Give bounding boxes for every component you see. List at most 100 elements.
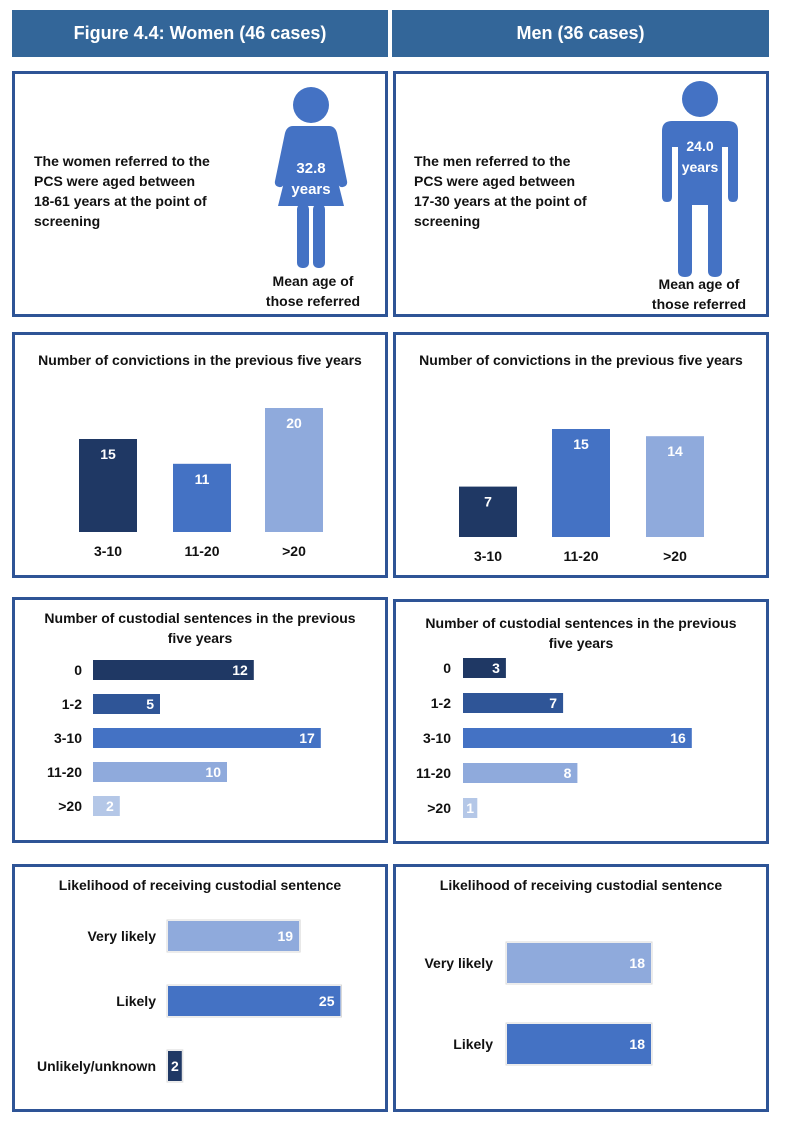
data-label: 16 xyxy=(670,730,686,746)
men-age-line-4: screening xyxy=(414,213,481,229)
men-custodial-panel: Number of custodial sentences in the pre… xyxy=(393,599,769,844)
category-label: Very likely xyxy=(424,955,493,971)
bar-outline xyxy=(166,1049,184,1083)
bar-Very likely xyxy=(507,943,651,983)
bar-3-10 xyxy=(463,728,692,748)
women-age-line-1: The women referred to the xyxy=(34,153,210,169)
men-mean-age-value: 24.0 xyxy=(686,138,713,154)
women-age-line-2: PCS were aged between xyxy=(34,173,196,189)
category-label: 3-10 xyxy=(423,730,451,746)
bar-outline xyxy=(505,941,653,985)
men-age-line-3: 17-30 years at the point of xyxy=(414,193,587,209)
bar-Likely xyxy=(168,986,341,1016)
data-label: 1 xyxy=(466,800,474,816)
data-label: 19 xyxy=(278,928,294,944)
category-label: 1-2 xyxy=(431,695,451,711)
category-label: 11-20 xyxy=(563,548,598,564)
women-header: Figure 4.4: Women (46 cases) xyxy=(12,10,388,57)
men-age-line-2: PCS were aged between xyxy=(414,173,576,189)
men-custodial-chart: 0 3 1-2 7 3-10 16 11-20 8 >20 1 xyxy=(416,658,692,818)
women-convictions-panel: Number of convictions in the previous fi… xyxy=(12,332,388,578)
data-label: 8 xyxy=(564,765,572,781)
women-custodial-title-line-2: five years xyxy=(167,630,233,646)
bar-0 xyxy=(463,658,506,678)
category-label: 3-10 xyxy=(54,730,82,746)
bar->20 xyxy=(265,408,323,532)
category-label: Unlikely/unknown xyxy=(37,1058,156,1074)
women-mean-age-unit: years xyxy=(291,181,330,198)
data-label: 2 xyxy=(171,1058,179,1074)
men-custodial-title-line-2: five years xyxy=(548,635,614,651)
women-likelihood-title: Likelihood of receiving custodial senten… xyxy=(58,877,342,893)
bar-Very likely xyxy=(168,921,300,951)
men-age-line-1: The men referred to the xyxy=(414,153,571,169)
bar-11-20 xyxy=(463,763,578,783)
men-header-title: Men (36 cases) xyxy=(516,23,645,43)
women-age-panel: The women referred to the PCS were aged … xyxy=(12,71,388,317)
men-custodial-title-line-1: Number of custodial sentences in the pre… xyxy=(425,615,737,631)
women-caption-line-2: those referred xyxy=(265,293,361,309)
category-label: 3-10 xyxy=(94,543,122,559)
men-convictions-chart: 7 3-10 15 11-20 14 >20 xyxy=(459,429,704,564)
category-label: 11-20 xyxy=(184,543,219,559)
women-convictions-chart: 15 3-10 11 11-20 20 >20 xyxy=(79,408,323,559)
data-label: 2 xyxy=(106,798,114,814)
bar-3-10 xyxy=(79,439,137,532)
bar-0 xyxy=(93,660,254,680)
bar-outline xyxy=(166,919,301,953)
bar-outline xyxy=(166,984,342,1018)
bar-1-2 xyxy=(93,694,160,714)
bar-outline xyxy=(505,1022,653,1066)
data-label: 20 xyxy=(286,415,302,431)
data-label: 17 xyxy=(299,730,315,746)
women-convictions-title: Number of convictions in the previous fi… xyxy=(38,352,362,368)
category-label: >20 xyxy=(58,798,82,814)
category-label: >20 xyxy=(282,543,306,559)
women-custodial-chart: 0 12 1-2 5 3-10 17 11-20 10 >20 2 xyxy=(47,660,321,816)
men-caption-line-1: Mean age of xyxy=(658,276,740,292)
men-convictions-panel: Number of convictions in the previous fi… xyxy=(393,332,769,578)
category-label: 1-2 xyxy=(62,696,82,712)
women-custodial-panel: Number of custodial sentences in the pre… xyxy=(12,597,388,843)
men-likelihood-title: Likelihood of receiving custodial senten… xyxy=(439,877,723,893)
data-label: 15 xyxy=(573,436,589,452)
women-age-description: The women referred to the PCS were aged … xyxy=(34,151,210,231)
data-label: 18 xyxy=(629,1036,645,1052)
bar-1-2 xyxy=(463,693,564,713)
women-age-caption: Mean age of those referred xyxy=(253,271,373,311)
man-figure-icon: 24.0 years xyxy=(662,81,738,277)
bar-3-10 xyxy=(93,728,321,748)
data-label: 3 xyxy=(492,660,500,676)
data-label: 18 xyxy=(629,955,645,971)
data-label: 7 xyxy=(484,494,492,510)
data-label: 12 xyxy=(232,662,248,678)
category-label: 3-10 xyxy=(474,548,502,564)
women-age-line-3: 18-61 years at the point of xyxy=(34,193,207,209)
category-label: Likely xyxy=(116,993,156,1009)
data-label: 10 xyxy=(205,764,221,780)
bar->20 xyxy=(463,798,478,818)
men-likelihood-chart: Very likely 18 Likely 18 xyxy=(424,941,653,1066)
data-label: 25 xyxy=(319,993,335,1009)
bar-3-10 xyxy=(459,486,517,537)
bar->20 xyxy=(93,796,120,816)
data-label: 14 xyxy=(667,443,683,459)
men-age-caption: Mean age of those referred xyxy=(639,274,759,314)
men-convictions-title: Number of convictions in the previous fi… xyxy=(419,352,743,368)
category-label: >20 xyxy=(663,548,687,564)
bar->20 xyxy=(646,436,704,537)
category-label: 0 xyxy=(443,660,451,676)
women-age-line-4: screening xyxy=(34,213,101,229)
men-mean-age-unit: years xyxy=(682,159,719,175)
data-label: 7 xyxy=(549,695,557,711)
men-age-description: The men referred to the PCS were aged be… xyxy=(414,151,587,231)
category-label: 11-20 xyxy=(47,764,82,780)
woman-figure-icon: 32.8 years xyxy=(274,87,348,268)
bar-Unlikely/unknown xyxy=(168,1051,182,1081)
category-label: 0 xyxy=(74,662,82,678)
women-mean-age-value: 32.8 xyxy=(296,160,325,177)
men-header: Men (36 cases) xyxy=(392,10,769,57)
women-custodial-title-line-1: Number of custodial sentences in the pre… xyxy=(44,610,356,626)
bar-11-20 xyxy=(173,463,231,532)
category-label: >20 xyxy=(427,800,451,816)
